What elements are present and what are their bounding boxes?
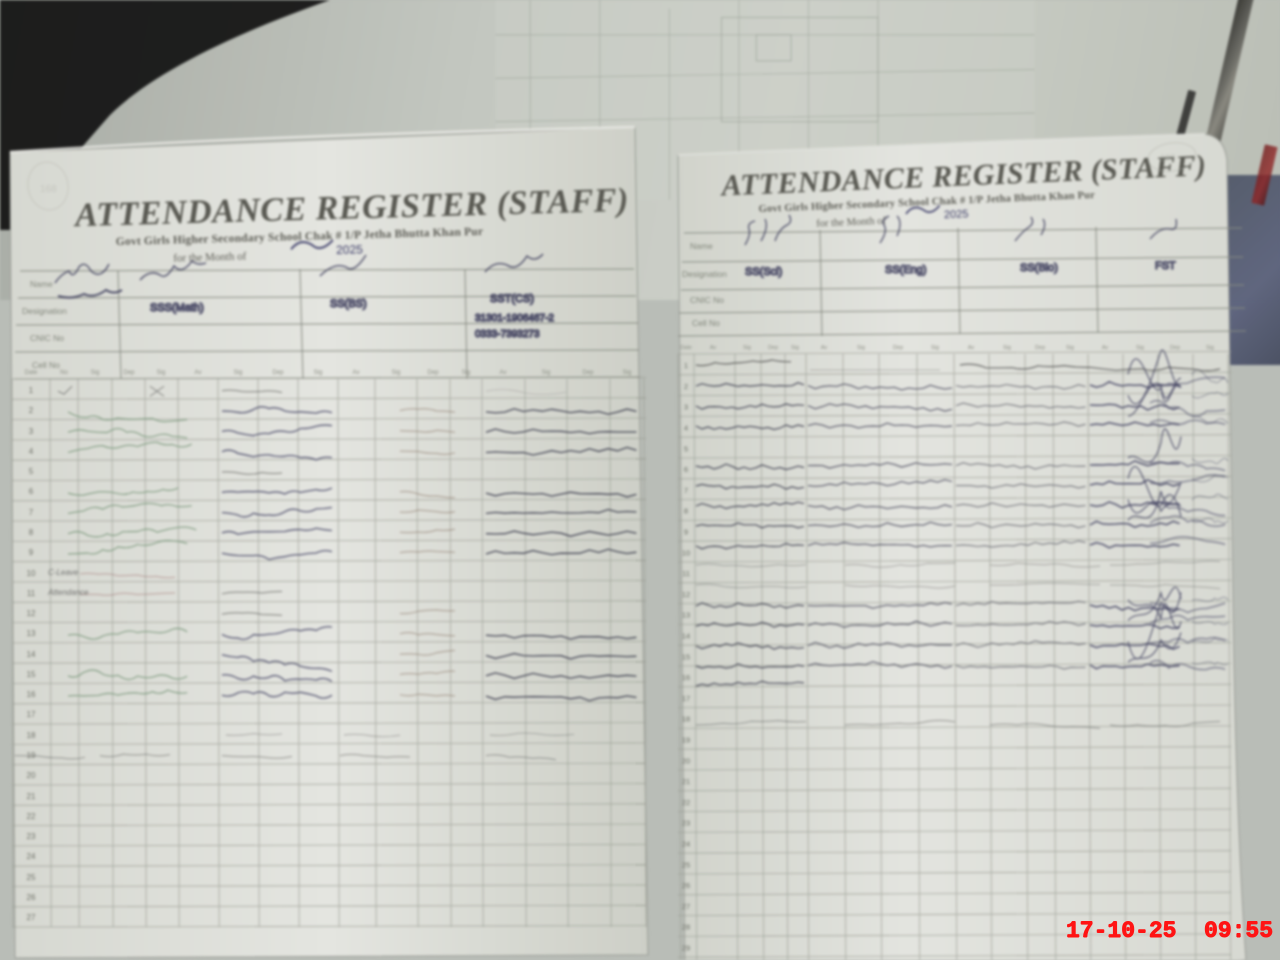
- svg-text:16: 16: [682, 673, 690, 682]
- svg-text:29: 29: [682, 944, 690, 953]
- svg-text:Av: Av: [710, 345, 717, 351]
- svg-text:19: 19: [682, 736, 690, 745]
- svg-text:14: 14: [682, 632, 690, 641]
- svg-text:12: 12: [682, 590, 690, 599]
- svg-text:CNIC No: CNIC No: [690, 295, 724, 305]
- svg-text:Sig: Sig: [857, 345, 865, 351]
- svg-text:26: 26: [682, 881, 690, 890]
- svg-text:Date: Date: [680, 345, 692, 351]
- svg-text:Sig: Sig: [791, 345, 799, 351]
- svg-text:SS(Sci): SS(Sci): [745, 266, 782, 278]
- svg-text:2025: 2025: [944, 208, 969, 221]
- svg-text:27: 27: [682, 902, 690, 911]
- svg-text:Dep: Dep: [1035, 345, 1045, 351]
- svg-text:18: 18: [682, 715, 690, 724]
- svg-text:Name: Name: [690, 241, 713, 251]
- svg-text:1: 1: [684, 361, 688, 370]
- svg-text:28: 28: [682, 923, 690, 932]
- svg-text:Av: Av: [821, 345, 828, 351]
- svg-text:25: 25: [682, 860, 690, 869]
- svg-text:Designation: Designation: [682, 269, 727, 279]
- svg-text:5: 5: [684, 444, 688, 453]
- svg-text:17: 17: [682, 694, 690, 703]
- svg-text:FST: FST: [1155, 260, 1176, 272]
- svg-text:22: 22: [682, 798, 690, 807]
- svg-text:4: 4: [684, 424, 688, 433]
- svg-text:Dep: Dep: [768, 345, 778, 351]
- svg-text:6: 6: [684, 465, 688, 474]
- svg-text:2: 2: [684, 382, 688, 391]
- svg-text:21: 21: [682, 777, 690, 786]
- svg-text:Av: Av: [1102, 345, 1109, 351]
- svg-text:Sig: Sig: [1206, 345, 1214, 351]
- svg-text:7: 7: [684, 486, 688, 495]
- svg-text:13: 13: [682, 611, 690, 620]
- svg-text:187: 187: [1160, 153, 1175, 163]
- svg-text:8: 8: [684, 507, 688, 516]
- svg-text:Cell No: Cell No: [692, 318, 720, 328]
- svg-text:Sig: Sig: [1003, 345, 1011, 351]
- svg-text:Dep: Dep: [1170, 345, 1180, 351]
- svg-text:SS(Bio): SS(Bio): [1020, 262, 1058, 274]
- svg-text:Sig: Sig: [1136, 345, 1144, 351]
- svg-text:Sig: Sig: [1066, 345, 1074, 351]
- svg-text:23: 23: [682, 819, 690, 828]
- svg-text:24: 24: [682, 840, 690, 849]
- svg-text:Av: Av: [968, 345, 975, 351]
- svg-text:Dep: Dep: [893, 345, 903, 351]
- svg-text:20: 20: [682, 756, 690, 765]
- svg-text:3: 3: [684, 403, 688, 412]
- svg-text:9: 9: [684, 528, 688, 537]
- svg-text:11: 11: [682, 569, 690, 578]
- svg-text:Sig: Sig: [743, 345, 751, 351]
- svg-text:10: 10: [682, 548, 690, 557]
- svg-text:Sig: Sig: [931, 345, 939, 351]
- svg-text:15: 15: [682, 652, 690, 661]
- svg-text:SS(Eng): SS(Eng): [885, 264, 927, 276]
